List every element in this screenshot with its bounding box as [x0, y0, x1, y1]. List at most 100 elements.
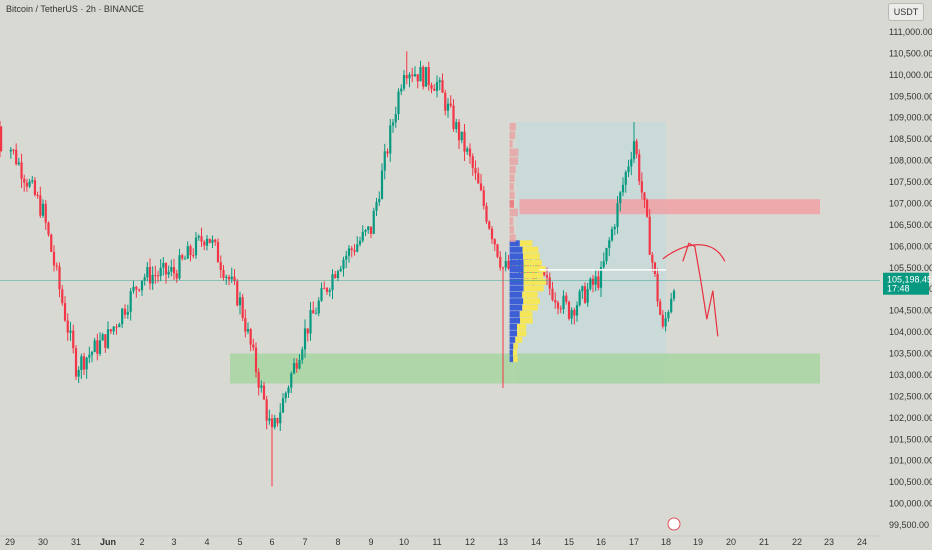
candle-body [460, 131, 463, 141]
y-tick-label: 100,000.00 [889, 499, 932, 509]
chart-title: Bitcoin / TetherUS · 2h · BINANCE [6, 4, 144, 14]
volume-profile-upper [509, 191, 515, 200]
candle-body [222, 270, 225, 278]
candle-body [653, 262, 657, 274]
volume-profile-down [522, 291, 538, 298]
candle-body [205, 238, 209, 246]
candle-body [238, 297, 242, 306]
volume-profile-down [513, 356, 518, 363]
candle-body [589, 278, 592, 289]
volume-profile-down [523, 266, 546, 273]
candle-body [28, 181, 31, 187]
y-tick-label: 104,000.00 [889, 327, 932, 337]
candle-body [233, 276, 236, 282]
projection-zigzag [682, 242, 719, 337]
candle-body [301, 349, 304, 360]
candle-body [74, 348, 78, 377]
candle-body [170, 267, 173, 272]
candle-body [0, 131, 3, 143]
y-tick-label: 104,500.00 [889, 306, 932, 316]
candle-body [446, 103, 450, 111]
candle-body [575, 305, 579, 316]
candle-body [499, 256, 502, 268]
volume-profile-up [509, 349, 513, 356]
y-tick-label: 107,500.00 [889, 177, 932, 187]
volume-profile-up [509, 240, 520, 247]
candle-body [36, 194, 39, 196]
candle-body [490, 228, 494, 240]
candle-body [578, 291, 581, 306]
candle-body [386, 151, 389, 154]
candle-body [90, 352, 94, 355]
candle-body [292, 362, 296, 374]
y-tick-label: 103,000.00 [889, 370, 932, 380]
candle-body [320, 288, 323, 301]
candle-body [545, 275, 549, 278]
candle-body [123, 308, 127, 315]
candle-body [265, 399, 268, 421]
candle-body [0, 126, 3, 132]
candle-body [422, 66, 425, 87]
candle-body [0, 142, 3, 152]
candle-body [457, 122, 461, 141]
volume-profile-down [513, 343, 518, 350]
candle-body [449, 103, 452, 106]
candle-body [616, 203, 619, 227]
candle-body [369, 226, 373, 234]
candle-body [613, 226, 616, 230]
candle-body [17, 162, 20, 165]
candle-body [69, 330, 72, 333]
x-tick-label: 21 [759, 537, 769, 547]
candle-body [573, 309, 576, 316]
y-tick-label: 108,000.00 [889, 156, 932, 166]
candle-body [482, 190, 485, 206]
candle-body [610, 229, 614, 241]
volume-profile-up [509, 253, 524, 260]
last-price-value: 105,198.45 [887, 275, 932, 285]
candle-body [151, 274, 154, 284]
candle-body [627, 166, 630, 173]
candle-body [328, 290, 331, 292]
volume-profile-up [509, 330, 518, 337]
volume-profile-upper [509, 200, 514, 208]
candle-body [477, 173, 480, 184]
candle-body [31, 180, 34, 182]
x-tick-label: 18 [661, 537, 671, 547]
volume-profile-down [519, 311, 533, 318]
volume-profile-up [509, 278, 524, 285]
candle-body [402, 75, 406, 89]
candle-body [556, 302, 560, 309]
volume-profile-up [509, 311, 520, 318]
candle-body [214, 239, 217, 243]
candle-body [109, 329, 112, 332]
volume-profile-down [523, 298, 540, 305]
volume-profile-up [509, 246, 523, 253]
candle-body [345, 255, 348, 260]
currency-badge[interactable]: USDT [888, 3, 924, 21]
volume-profile-up [509, 291, 523, 298]
candle-body [93, 340, 96, 353]
candle-body [132, 286, 135, 292]
candle-body [50, 234, 53, 252]
event-icon [667, 517, 681, 531]
candle-body [162, 262, 165, 268]
candle-body [331, 274, 334, 291]
candle-body [118, 324, 121, 328]
candle-body [643, 192, 646, 201]
y-tick-label: 109,000.00 [889, 113, 932, 123]
candle-body [178, 255, 181, 279]
candle-body [96, 340, 99, 354]
candle-body [591, 278, 595, 285]
candle-body [347, 248, 351, 256]
candle-body [504, 260, 507, 268]
candle-body [394, 114, 397, 123]
candle-body [23, 178, 26, 183]
x-tick-label: 17 [629, 537, 639, 547]
candle-body [246, 329, 250, 332]
volume-profile-up [509, 317, 521, 324]
candle-body [496, 244, 499, 257]
candle-body [427, 67, 430, 86]
y-tick-label: 110,000.00 [889, 70, 932, 80]
